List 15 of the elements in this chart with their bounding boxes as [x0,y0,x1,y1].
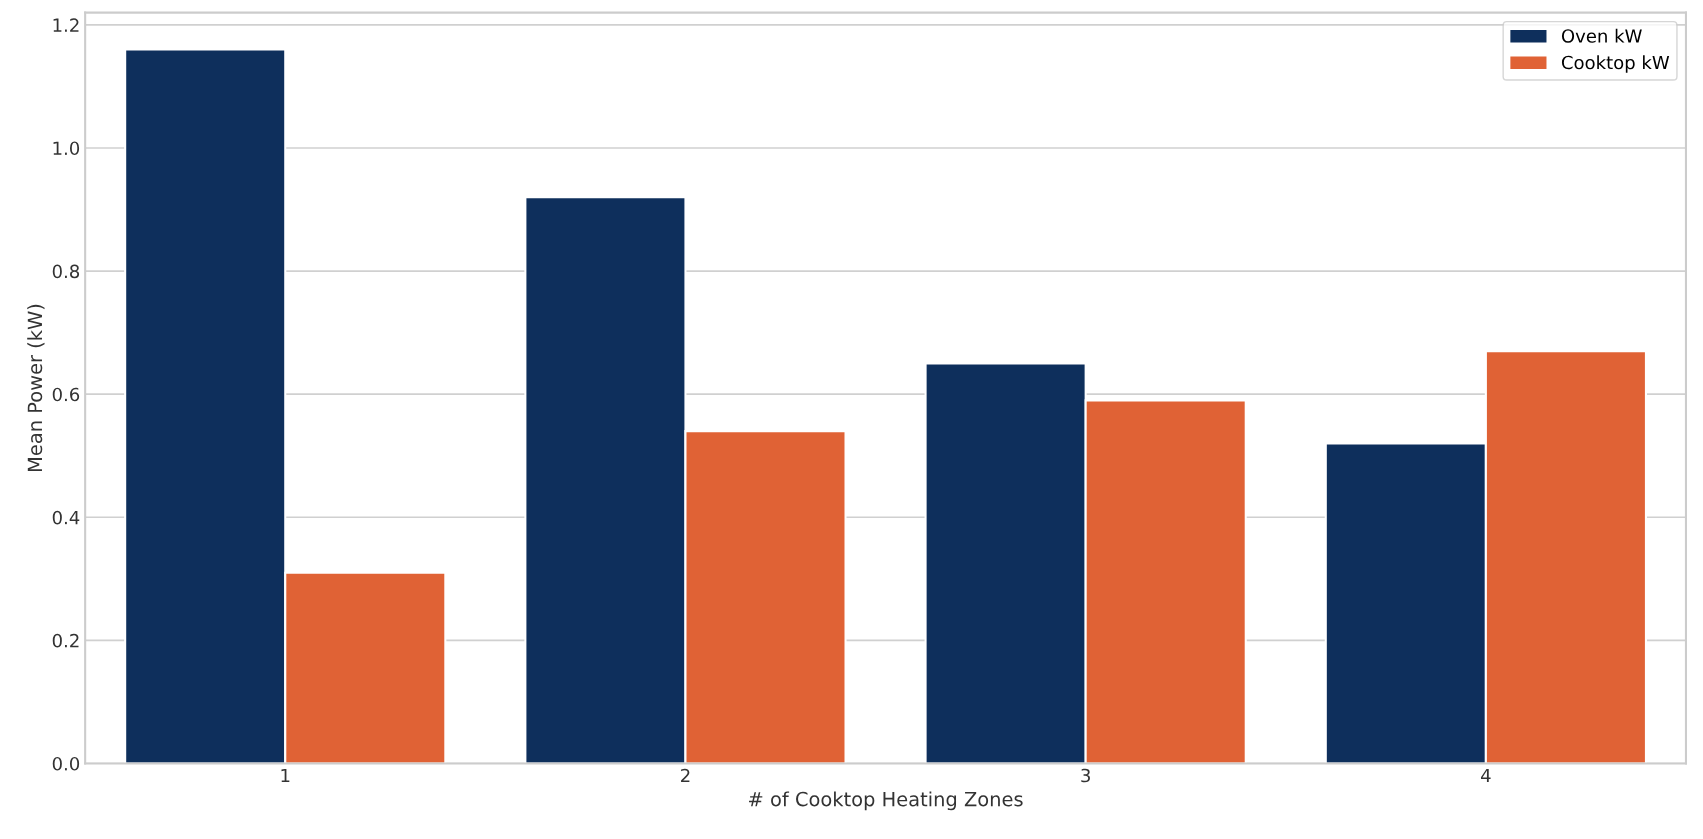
y-tick-label: 0.2 [52,633,79,648]
y-tick-label: 0.8 [52,264,80,279]
x-tick-label: 3 [1081,768,1090,783]
y-axis-title: Mean Power (kW) [27,304,45,472]
y-tick-label: 0.4 [52,510,80,525]
y-tick-label: 1.0 [53,141,80,156]
y-tick-label: 1.2 [53,18,79,32]
legend-label: Oven kW [1561,28,1642,43]
legend-label: Cooktop kW [1561,55,1670,73]
x-axis-title: # of Cooktop Heating Zones [749,791,1023,811]
y-tick-label: 0.6 [52,387,80,402]
x-tick-label: 1 [281,768,290,783]
x-tick-label: 4 [1481,768,1491,783]
x-tick-label: 2 [681,768,690,783]
y-tick-label: 0.0 [52,756,80,771]
